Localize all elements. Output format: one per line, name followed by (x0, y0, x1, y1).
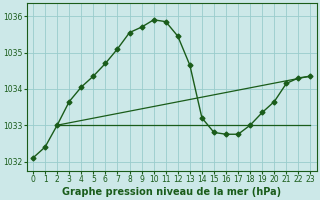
X-axis label: Graphe pression niveau de la mer (hPa): Graphe pression niveau de la mer (hPa) (62, 187, 281, 197)
